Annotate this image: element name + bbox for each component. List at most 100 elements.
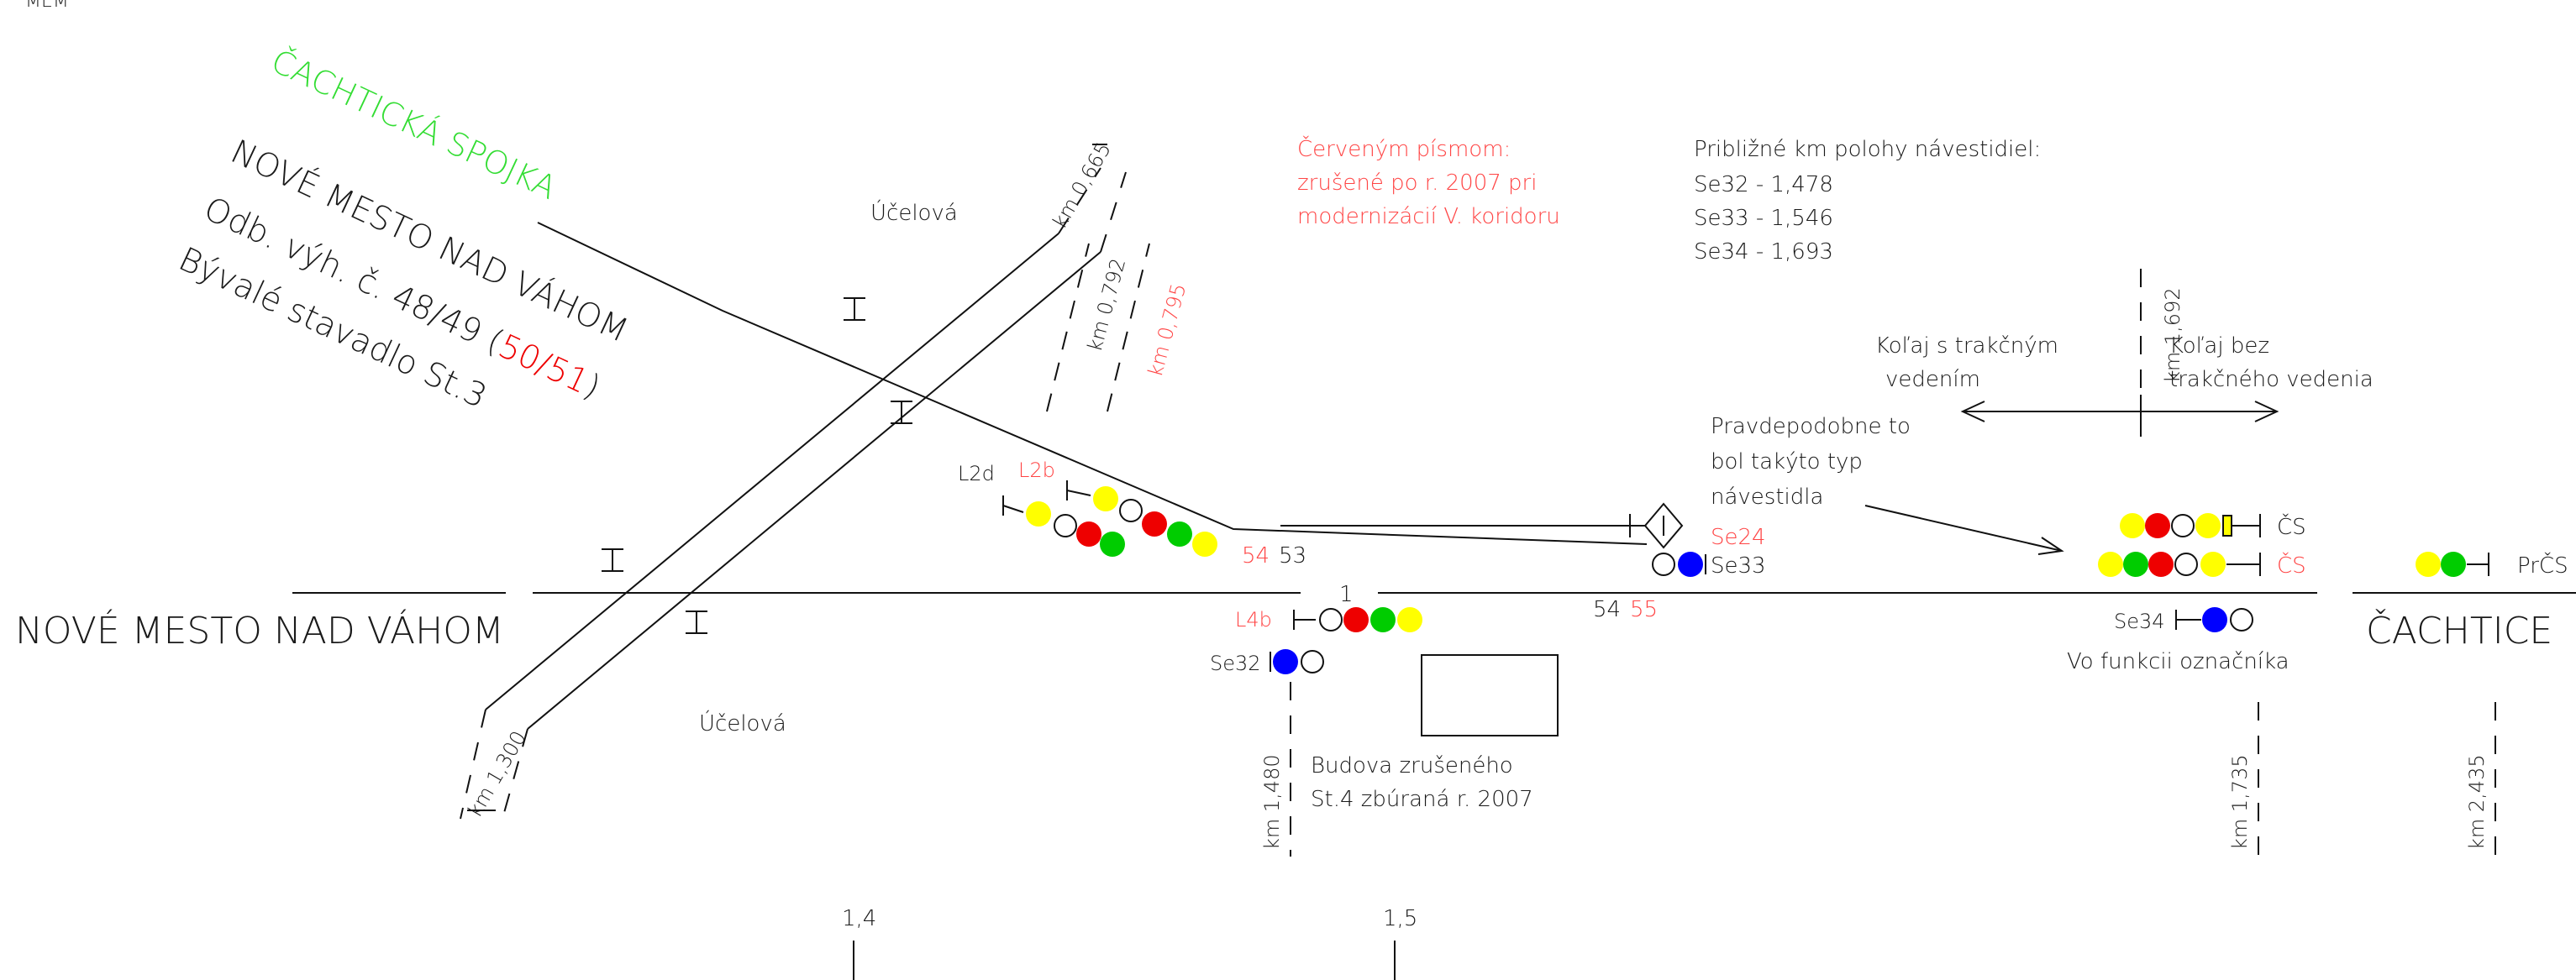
building-label: Budova zrušeného St.4 zbúraná r. 2007 <box>1311 753 1533 812</box>
km-mid-black: km 0,792 <box>1083 256 1130 354</box>
top-fragment: MEM <box>25 0 69 12</box>
mast-icon <box>602 548 623 572</box>
label-cs-bottom: ČS <box>2277 552 2306 579</box>
km-positions-title: Približné km polohy návestidiel: <box>1694 137 2041 162</box>
probable-note-line: návestidla <box>1711 485 1823 510</box>
red-note-line: modernizácií V. koridoru <box>1297 204 1560 229</box>
road-label-top: Účelová <box>870 199 958 226</box>
km-se34: km 1,735 <box>2228 754 2252 850</box>
km-position-row: Se32 - 1,478 <box>1694 172 1833 197</box>
yellow-lamp <box>1192 532 1217 557</box>
signal-se24 <box>1629 502 1684 549</box>
switch-54b: 54 <box>1593 597 1621 622</box>
station-left: NOVÉ MESTO NAD VÁHOM <box>15 608 504 652</box>
dark-lamp <box>1301 650 1324 673</box>
signal-se33 <box>1652 552 1706 577</box>
dark-lamp <box>1319 608 1343 631</box>
signal-l2d <box>1002 495 1125 557</box>
yellow-lamp <box>2098 552 2123 577</box>
km-road-bottom: km 1,300 <box>463 727 531 821</box>
scale <box>853 941 1396 980</box>
blue-lamp <box>1678 552 1703 577</box>
catenary-right-label: Koľaj bez trakčného vedenia <box>2169 333 2374 392</box>
km-dash-mid <box>1046 243 1150 412</box>
mast-icon <box>844 297 865 321</box>
yellow-lamp <box>2416 552 2441 577</box>
signal-cs-bottom <box>2098 552 2261 577</box>
km-road-top: km 0,665 <box>1048 139 1116 233</box>
tracks <box>292 222 2576 594</box>
mast-icons <box>602 297 912 634</box>
catenary-left-label: Koľaj s trakčným vedením <box>1875 333 2058 392</box>
dark-lamp <box>1119 499 1143 522</box>
station-right: ČACHTICE <box>2366 608 2552 652</box>
signal-se34 <box>2175 607 2253 632</box>
label-se34: Se34 <box>2114 610 2165 633</box>
red-note: Červeným písmom: zrušené po r. 2007 pri … <box>1297 135 1560 229</box>
red-lamp <box>2148 552 2174 577</box>
red-lamp <box>2145 513 2170 538</box>
switch-55: 55 <box>1630 597 1658 622</box>
red-note-line: Červeným písmom: <box>1297 135 1511 162</box>
blue-lamp <box>1273 649 1298 674</box>
dark-lamp <box>2230 608 2253 631</box>
green-lamp <box>1370 607 1396 632</box>
probable-arrow <box>1864 505 2064 555</box>
dark-lamp <box>1054 514 1077 537</box>
track-number: 1 <box>1339 582 1354 607</box>
mast-icon <box>891 401 912 424</box>
red-note-line: zrušené po r. 2007 pri <box>1297 170 1537 196</box>
label-l2b: L2b <box>1018 459 1055 482</box>
label-l4b: L4b <box>1235 608 1272 631</box>
signal-l4b <box>1293 607 1422 632</box>
scale-label-1-5: 1,5 <box>1383 906 1417 931</box>
switch-54a: 54 <box>1242 543 1270 569</box>
catenary-left-line: Koľaj s trakčným <box>1875 333 2058 359</box>
label-se33: Se33 <box>1711 553 1766 579</box>
green-lamp <box>2123 552 2148 577</box>
switch-53: 53 <box>1279 543 1306 569</box>
red-lamp <box>1142 511 1167 537</box>
catenary-left-line: vedením <box>1885 367 1980 392</box>
junction-label: NOVÉ MESTO NAD VÁHOM Odb. výh. č. 48/49 … <box>173 131 634 416</box>
road-label-bottom: Účelová <box>699 710 786 736</box>
yellow-lamp <box>2195 513 2221 538</box>
dark-lamp <box>2171 514 2195 537</box>
catenary-boundary <box>1960 269 2279 437</box>
indicator-bar <box>2222 515 2232 537</box>
red-lamp <box>1076 521 1101 547</box>
road-crossing <box>460 144 1127 820</box>
signal-se32 <box>1270 649 1324 674</box>
label-cs-top: ČS <box>2277 513 2306 540</box>
yellow-lamp <box>2120 513 2145 538</box>
building-outline <box>1421 654 1559 736</box>
green-lamp <box>1100 532 1125 557</box>
km-mid-red: km 0,795 <box>1143 281 1191 380</box>
catenary-right-line: trakčného vedenia <box>2169 367 2374 392</box>
signal-l2b <box>1066 480 1217 557</box>
building-line: Budova zrušeného <box>1311 753 1513 778</box>
yellow-lamp <box>2200 552 2226 577</box>
se34-note: Vo funkcii označníka <box>2067 649 2289 674</box>
green-lamp <box>1167 521 1192 547</box>
label-prcs: PrČS <box>2517 552 2568 579</box>
dark-lamp <box>1652 553 1675 576</box>
probable-note-line: Pravdepodobne to <box>1711 414 1911 439</box>
km-se32: km 1,480 <box>1260 754 1284 850</box>
km-positions: Približné km polohy návestidiel: Se32 - … <box>1694 137 2041 265</box>
km-prcs: km 2,435 <box>2465 754 2489 850</box>
blue-lamp <box>2202 607 2227 632</box>
scale-label-1-4: 1,4 <box>842 906 876 931</box>
mast-icon <box>686 611 707 634</box>
label-se24: Se24 <box>1711 525 1766 550</box>
branch-track <box>537 222 1648 545</box>
km-catenary: km 1,692 <box>2161 287 2184 383</box>
probable-note: Pravdepodobne to bol takýto typ návestid… <box>1711 414 1911 510</box>
dark-lamp <box>2174 553 2198 576</box>
label-se32: Se32 <box>1210 652 1261 675</box>
yellow-lamp <box>1397 607 1422 632</box>
building-line: St.4 zbúraná r. 2007 <box>1311 787 1533 812</box>
red-lamp <box>1343 607 1369 632</box>
km-position-row: Se34 - 1,693 <box>1694 239 1833 265</box>
catenary-right-line: Koľaj bez <box>2169 333 2269 359</box>
